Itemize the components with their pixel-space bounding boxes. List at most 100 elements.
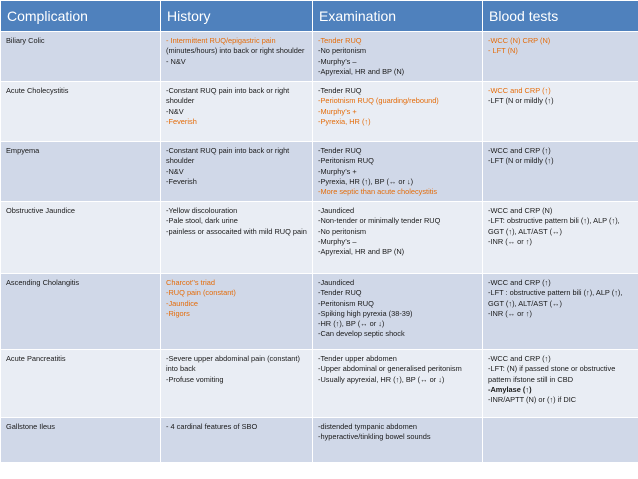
blood-tests-line: -WCC and CRP (↑) [488, 146, 551, 155]
history-cell: - Intermittent RUQ/epigastric pain (minut… [160, 31, 313, 82]
examination-line: -Spiking high pyrexia (38-39) [318, 308, 413, 318]
blood-tests-line: -LFT : obstructive pattern bili (↑), ALP… [488, 288, 623, 308]
table-row: Biliary Colic - Intermittent RUQ/epigastr… [0, 31, 638, 82]
examination-line: -Jaundiced [318, 206, 355, 215]
examination-line: -No peritonism [318, 46, 367, 56]
table-row: Gallstone Ileus - 4 cardinal features of … [0, 417, 638, 463]
header-history: History [160, 0, 313, 32]
history-line: -RUQ pain (constant) [166, 288, 236, 298]
blood-tests-cell: -WCC and CRP (↑) -LFT (N or mildly (↑) [482, 141, 638, 202]
complication-cell: Acute Cholecystitis [0, 81, 161, 142]
history-line: -Jaundice [166, 298, 199, 308]
examination-line: -Jaundiced [318, 278, 355, 287]
history-cell: Charcot’’s triad -RUQ pain (constant) -Jau… [160, 273, 313, 350]
examination-cell: -Tender RUQ -No peritonism -Murphy’s – -Apy… [312, 31, 483, 82]
examination-line: -Apyrexial, HR and BP (N) [318, 247, 405, 257]
blood-tests-cell: -WCC (N) CRP (N) - LFT (N) [482, 31, 638, 82]
examination-line: -Murphy’s + [318, 106, 357, 116]
examination-line: -Apyrexial, HR and BP (N) [318, 66, 405, 76]
complications-table: Complication History Examination Blood t… [0, 0, 638, 463]
history-cell: -Yellow discolouration -Pale stool, dark … [160, 201, 313, 274]
history-line: -Severe upper abdominal pain (constant) … [166, 354, 300, 374]
examination-line: -Murphy’s + [318, 166, 357, 176]
examination-cell: -Jaundiced -Non-tender or minimally tende… [312, 201, 483, 274]
complication-cell: Gallstone Ileus [0, 417, 161, 463]
history-line: -Feverish [166, 116, 197, 126]
history-cell: -Constant RUQ pain into back or right sh… [160, 81, 313, 142]
blood-tests-line: -WCC (N) CRP (N) [488, 36, 551, 45]
blood-tests-line: -LFT (N or mildly (↑) [488, 96, 554, 106]
table-row: Empyema -Constant RUQ pain into back or r… [0, 141, 638, 202]
blood-tests-line: - LFT (N) [488, 46, 518, 56]
blood-tests-line: -INR (↔ or ↑) [488, 236, 532, 246]
header-blood-tests: Blood tests [482, 0, 638, 32]
complication-cell: Obstructive Jaundice [0, 201, 161, 274]
history-line: -N&V [166, 106, 184, 116]
table-body: Biliary Colic - Intermittent RUQ/epigastr… [0, 31, 638, 463]
examination-line: -distended tympanic abdomen [318, 422, 418, 431]
examination-line: -Non-tender or minimally tender RUQ [318, 216, 441, 226]
examination-line: -hyperactive/tinkling bowel sounds [318, 432, 431, 442]
history-cell: - 4 cardinal features of SBO [160, 417, 313, 463]
history-cell: -Severe upper abdominal pain (constant) … [160, 349, 313, 418]
examination-line: -Can develop septic shock [318, 329, 405, 339]
history-line: Charcot’’s triad [166, 278, 216, 287]
blood-tests-line: -LFT (N or mildly (↑) [488, 156, 554, 166]
examination-line: -HR (↑), BP (↔ or ↓) [318, 319, 385, 329]
blood-tests-line: -INR/APTT (N) or (↑) if DIC [488, 395, 577, 405]
examination-line: -Pyrexia, HR (↑), BP (↔ or ↓) [318, 176, 414, 186]
examination-line: -No peritonism [318, 226, 367, 236]
blood-tests-line: -WCC and CRP (↑) [488, 86, 551, 95]
examination-line: -More septic than acute cholecystitis [318, 187, 438, 197]
blood-tests-cell [482, 417, 638, 463]
blood-tests-cell: -WCC and CRP (↑) -LFT : obstructive patte… [482, 273, 638, 350]
header-examination: Examination [312, 0, 483, 32]
examination-line: -Usually apyrexial, HR (↑), BP (↔ or ↓) [318, 374, 445, 384]
history-line: -painless or assocaited with mild RUQ pa… [166, 226, 307, 236]
history-line: - 4 cardinal features of SBO [166, 422, 258, 431]
blood-tests-line: -LFT: (N) if passed stone or obstructive… [488, 364, 616, 384]
table-row: Acute Cholecystitis -Constant RUQ pain in… [0, 81, 638, 142]
blood-tests-line: -INR (↔ or ↑) [488, 308, 532, 318]
examination-line: -Pyrexia, HR (↑) [318, 116, 371, 126]
examination-line: -Murphy’s – [318, 236, 357, 246]
history-cell: -Constant RUQ pain into back or right sh… [160, 141, 313, 202]
examination-line: -Periotnism RUQ (guarding/rebound) [318, 96, 439, 106]
examination-line: -Murphy’s – [318, 56, 357, 66]
examination-line: -Tender RUQ [318, 36, 362, 45]
examination-cell: -Tender RUQ -Peritonism RUQ -Murphy’s + -Py… [312, 141, 483, 202]
examination-line: -Tender RUQ [318, 288, 362, 298]
blood-tests-line: -WCC and CRP (↑) [488, 278, 551, 287]
examination-line: -Peritonism RUQ [318, 298, 374, 308]
complication-cell: Ascending Cholangitis [0, 273, 161, 350]
history-line: -Profuse vomiting [166, 374, 224, 384]
table-row: Obstructive Jaundice -Yellow discolourati… [0, 201, 638, 274]
examination-cell: -distended tympanic abdomen -hyperactive/… [312, 417, 483, 463]
blood-tests-line: -WCC and CRP (N) [488, 206, 553, 215]
complication-cell: Acute Pancreatitis [0, 349, 161, 418]
blood-tests-line: -LFT: obstructive pattern bili (↑), ALP … [488, 216, 620, 236]
examination-line: -Tender RUQ [318, 146, 362, 155]
history-line: -Constant RUQ pain into back or right sh… [166, 146, 290, 166]
complication-cell: Empyema [0, 141, 161, 202]
history-line: -Pale stool, dark urine [166, 216, 238, 226]
examination-line: -Peritonism RUQ [318, 156, 374, 166]
history-line: -N&V [166, 166, 184, 176]
table-row: Ascending Cholangitis Charcot’’s triad -RU… [0, 273, 638, 350]
history-line: -Constant RUQ pain into back or right sh… [166, 86, 290, 106]
header-row: Complication History Examination Blood t… [0, 0, 638, 32]
examination-line: -Upper abdominal or generalised peritoni… [318, 364, 462, 374]
examination-cell: -Jaundiced -Tender RUQ -Peritonism RUQ -Spi… [312, 273, 483, 350]
history-line: - Intermittent RUQ/epigastric pain [166, 36, 276, 45]
blood-tests-cell: -WCC and CRP (N) -LFT: obstructive patter… [482, 201, 638, 274]
blood-tests-line: -Amylase (↑) [488, 384, 532, 394]
history-line: -Feverish [166, 176, 197, 186]
examination-line: -Tender RUQ [318, 86, 362, 95]
examination-cell: -Tender RUQ -Periotnism RUQ (guarding/reb… [312, 81, 483, 142]
blood-tests-cell: -WCC and CRP (↑) -LFT: (N) if passed ston… [482, 349, 638, 418]
blood-tests-line: -WCC and CRP (↑) [488, 354, 551, 363]
blood-tests-cell: -WCC and CRP (↑) -LFT (N or mildly (↑) [482, 81, 638, 142]
history-line: - N&V [166, 56, 186, 66]
table-row: Acute Pancreatitis -Severe upper abdomina… [0, 349, 638, 418]
history-line: -Rigors [166, 308, 190, 318]
